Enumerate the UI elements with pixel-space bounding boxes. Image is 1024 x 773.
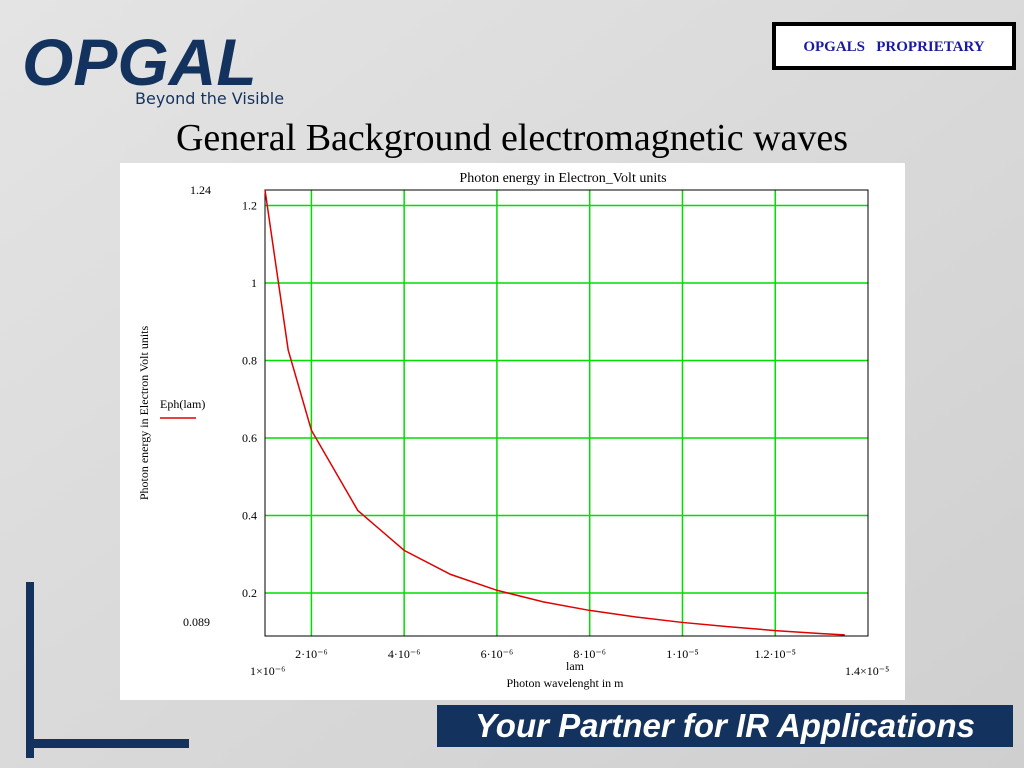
y-tick-label: 1 [251, 276, 257, 290]
badge-box [772, 22, 1016, 70]
x-tick-label: 4·10⁻⁶ [388, 647, 421, 661]
line [264, 189, 845, 636]
y-tick-label: 0.4 [242, 508, 257, 522]
x-tick-label: 2·10⁻⁶ [295, 647, 328, 661]
x-axis-sublabel: Photon wavelenght in m [507, 676, 625, 690]
x-limit-label: 1.4×10⁻⁵ [845, 664, 889, 678]
banner-box [437, 705, 1013, 747]
chart: Photon energy in Electron_Volt units 0.2 0… [137, 171, 889, 690]
chart-panel [120, 163, 905, 700]
y-tick-label: 0.6 [242, 431, 257, 445]
logo: OPGAL [22, 25, 257, 99]
x-axis-label: lam [566, 659, 585, 673]
x-tick-label: 1·10⁻⁵ [666, 647, 699, 661]
x-tick-label: 1.2·10⁻⁵ [754, 647, 796, 661]
y-tick-label: 0.2 [242, 586, 257, 600]
x-tick-label: 6·10⁻⁶ [481, 647, 514, 661]
x-tick-label: 8·10⁻⁶ [573, 647, 606, 661]
y-axis-label: Photon energy in Electron Volt units [137, 326, 151, 501]
plot-frame [264, 189, 869, 637]
banner: Your Partner for IR Applications [475, 707, 975, 744]
badge: OPGALS PROPRIETARY [803, 39, 984, 55]
logo-tagline: Beyond the Visible [135, 89, 284, 108]
y-limit-label: 1.24 [190, 183, 211, 197]
y-tick-label: 1.2 [242, 198, 257, 212]
chart-title: Photon energy in Electron_Volt units [459, 171, 666, 186]
legend-label: Eph(lam) [160, 397, 205, 411]
corner-bar [26, 739, 189, 748]
y-tick-label: 0.8 [242, 353, 257, 367]
slide-title: General Background electromagnetic waves [176, 117, 848, 159]
y-limit-label: 0.089 [183, 615, 210, 629]
corner-bar [26, 582, 34, 758]
x-limit-label: 1×10⁻⁶ [250, 664, 285, 678]
